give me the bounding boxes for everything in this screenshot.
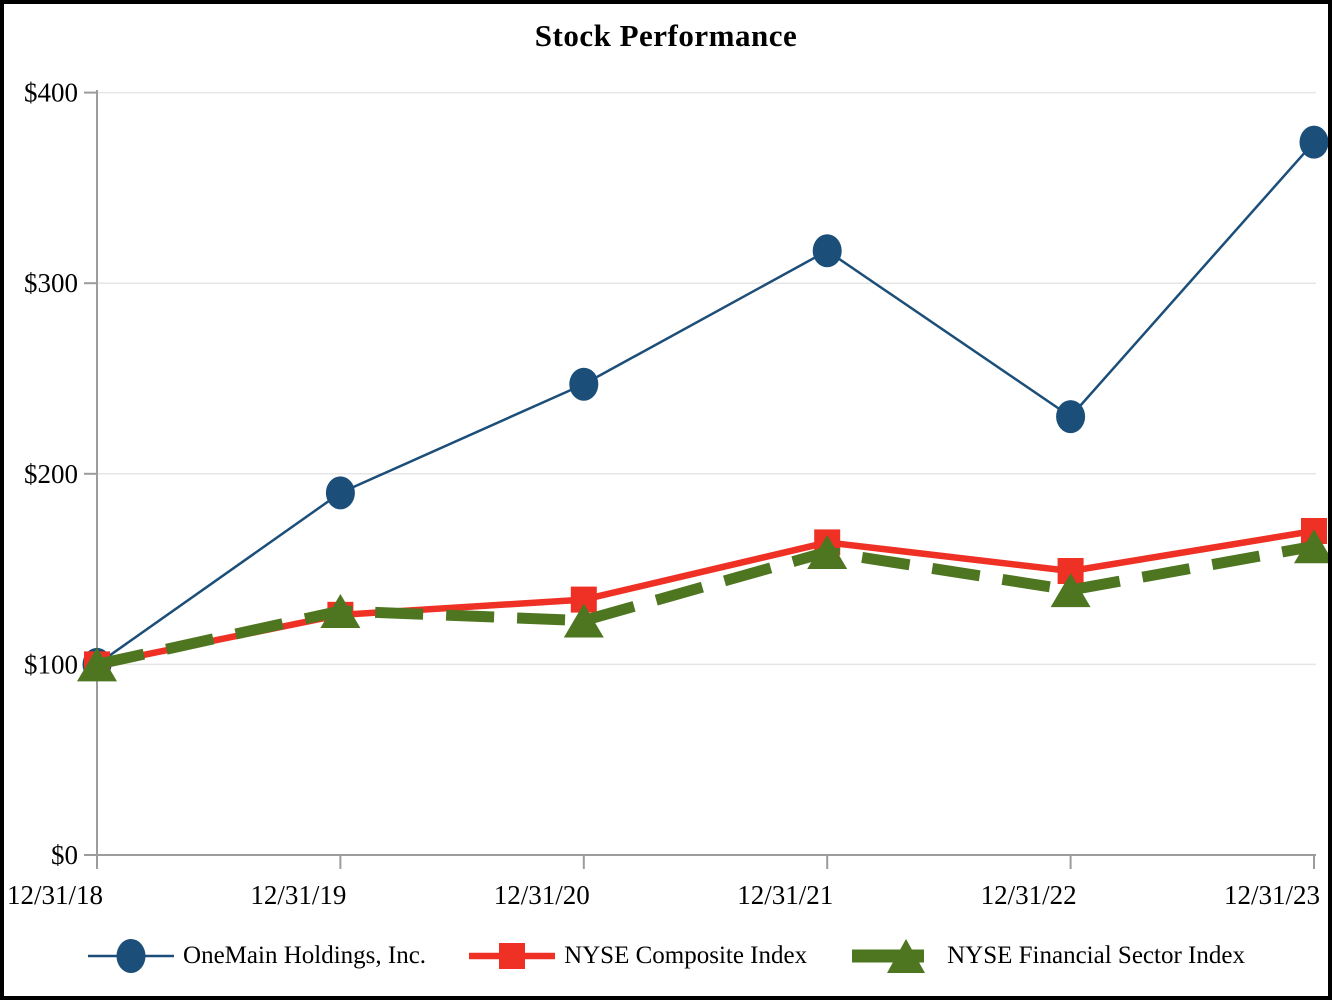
square-line-legend-marker [469,943,556,969]
circle-marker [1056,400,1086,434]
circle-marker [569,367,599,401]
y-tick-label: $100 [24,649,78,679]
series-line-1 [96,527,1315,668]
circle-marker [812,234,842,268]
series-line-0 [96,141,1315,666]
y-tick-label: $300 [24,268,78,298]
x-tick-label: 12/31/21 [737,880,833,910]
chart-title: Stock Performance [534,18,798,53]
legend-label-nyse-composite: NYSE Composite Index [564,942,808,969]
triangle-marker [1294,529,1328,564]
y-tick-label: $200 [24,459,78,489]
triangle-marker [563,603,604,638]
y-tick-label: $400 [24,78,78,108]
legend-item-onemain: OneMain Holdings, Inc. [87,934,426,978]
x-tick-label: 12/31/19 [250,880,346,910]
legend-item-nyse-financial: NYSE Financial Sector Index [849,932,1245,980]
series-line-2 [95,540,1315,670]
triangle-marker [1050,573,1091,608]
triangle-dash-legend-marker [852,939,926,973]
triangle-marker [320,594,361,629]
legend-label-nyse-financial: NYSE Financial Sector Index [947,942,1245,969]
x-tick-label: 12/31/20 [494,880,590,910]
chart-legend: OneMain Holdings, Inc. NYSE Composite In… [4,932,1328,980]
triangle-marker [77,647,117,682]
circle-marker [325,476,355,510]
circle-marker [1299,125,1328,159]
x-tick-label: 12/31/23 [1224,880,1320,910]
x-tick-label: 12/31/22 [981,880,1077,910]
x-tick-label: 12/31/18 [7,880,103,910]
triangle-marker [807,534,848,569]
legend-label-onemain: OneMain Holdings, Inc. [183,942,427,969]
stock-performance-chart: $0 $100 $200 $300 $400 12/31/18 12/31/19 12/31/… [7,78,1328,910]
legend-item-nyse-composite: NYSE Composite Index [468,934,807,978]
circle-line-legend-marker [88,939,175,973]
y-tick-label: $0 [51,840,78,870]
